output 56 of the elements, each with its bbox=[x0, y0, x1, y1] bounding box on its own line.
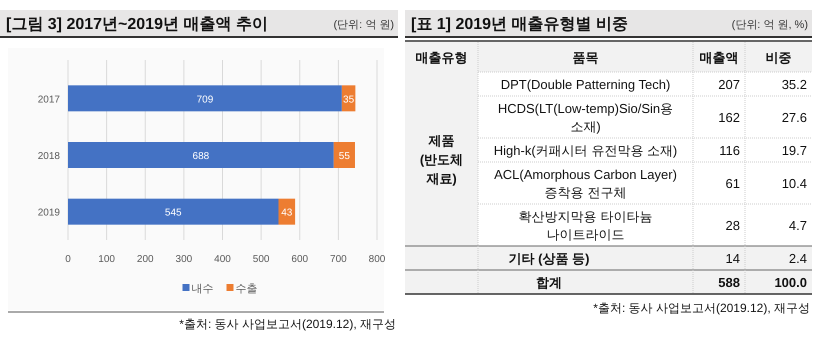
category-label: 확산방지막용 타이타늄 나이트라이드 bbox=[518, 209, 652, 242]
chart-title: [그림 3] 2017년~2019년 매출액 추이 bbox=[6, 16, 268, 33]
data-label: 688 bbox=[192, 151, 210, 162]
text: 61 bbox=[726, 176, 740, 191]
data-label: 35 bbox=[343, 94, 355, 106]
text: 19.7 bbox=[782, 143, 807, 158]
y-tick-label: 2018 bbox=[38, 151, 60, 162]
chart-subtitle: (단위: 억 원) bbox=[334, 19, 394, 31]
x-tick-label: 300 bbox=[176, 254, 193, 265]
x-tick-label: 800 bbox=[368, 254, 386, 265]
bar bbox=[334, 142, 355, 168]
category-label: 기타 (상품 등) bbox=[508, 251, 590, 266]
category-label: ACL(Amorphous Carbon Layer) 증착용 전구체 bbox=[494, 167, 677, 200]
category-label: DPT(Double Patterning Tech) bbox=[500, 77, 670, 92]
x-tick-label: 100 bbox=[98, 254, 116, 265]
category-label: 품목 bbox=[572, 50, 598, 65]
text: 27.6 bbox=[782, 110, 807, 125]
x-tick-label: 0 bbox=[65, 254, 72, 265]
text: 116 bbox=[719, 143, 740, 158]
text: 207 bbox=[718, 77, 740, 92]
data-label: 709 bbox=[196, 94, 214, 106]
data-label: 545 bbox=[164, 208, 182, 219]
bar bbox=[68, 142, 334, 168]
category-label: 합계 bbox=[536, 275, 562, 290]
x-tick-label: 700 bbox=[330, 254, 348, 265]
text: 제품 (반도체 재료) bbox=[420, 133, 464, 186]
data-label: 55 bbox=[338, 151, 350, 162]
text: *출처: 동사 사업보고서(2019.12), 재구성 bbox=[179, 317, 396, 331]
x-tick-label: 500 bbox=[252, 254, 270, 265]
bar bbox=[68, 198, 279, 225]
text: 2.4 bbox=[788, 251, 807, 266]
category-label: High-k(커패시터 유전막용 소재) bbox=[494, 143, 678, 158]
text: [표 1] 2019년 매출유형별 비중 bbox=[411, 16, 628, 33]
text: 162 bbox=[718, 110, 740, 125]
x-tick-label: 600 bbox=[291, 254, 309, 265]
x-tick-label: 200 bbox=[136, 254, 154, 265]
text: (단위: 억 원, %) bbox=[732, 19, 808, 31]
text: 35.2 bbox=[782, 77, 807, 92]
legend-label: 내수 bbox=[192, 283, 214, 295]
category-label: 매출유형 bbox=[416, 50, 468, 65]
category-label: 비중 bbox=[766, 50, 792, 65]
bar bbox=[68, 85, 342, 112]
legend-label: 수출 bbox=[236, 283, 258, 295]
text: 588 bbox=[718, 275, 740, 290]
text: 4.7 bbox=[788, 218, 807, 233]
x-tick-label: 400 bbox=[214, 254, 232, 265]
text: *출처: 동사 사업보고서(2019.12), 재구성 bbox=[593, 301, 810, 315]
text: 28 bbox=[726, 218, 740, 233]
data-label: 43 bbox=[281, 208, 293, 219]
y-tick-label: 2017 bbox=[38, 94, 60, 106]
y-tick-label: 2019 bbox=[38, 208, 60, 219]
text: 10.4 bbox=[782, 176, 807, 191]
text: 100.0 bbox=[774, 275, 807, 290]
text: 14 bbox=[726, 251, 740, 266]
category-label: HCDS(LT(Low-temp)Sio/Sin용 소재) bbox=[498, 101, 674, 134]
category-label: 매출액 bbox=[700, 50, 738, 65]
